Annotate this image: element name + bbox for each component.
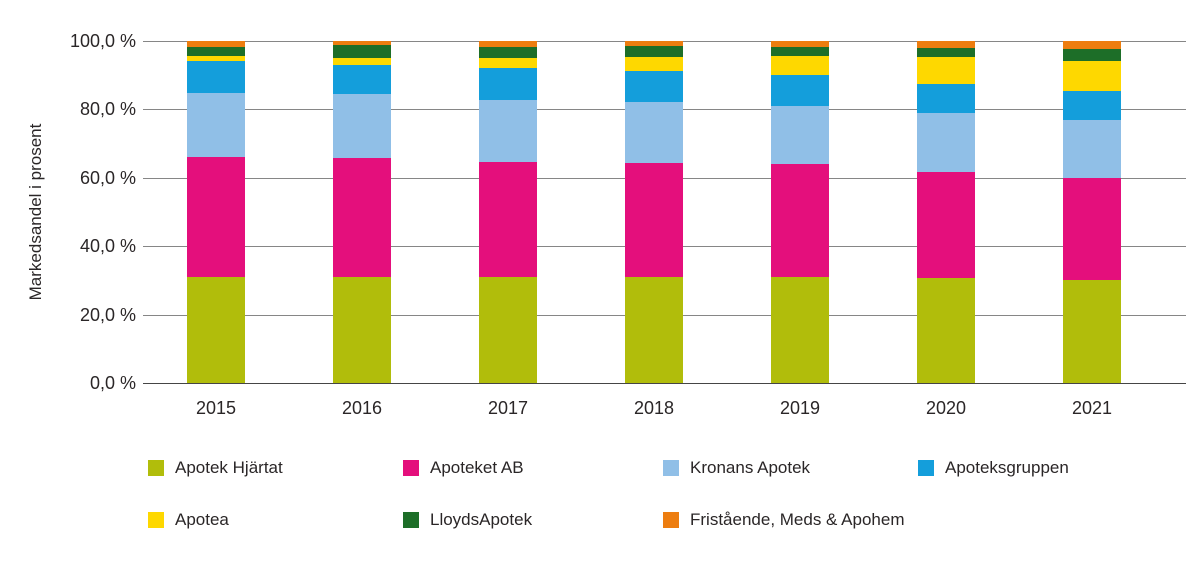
- bar-segment-apotek-hjartat-2018: [625, 277, 683, 383]
- bar-segment-fristaende-meds-apohem-2016: [333, 41, 391, 46]
- bar-segment-apoteket-ab-2021: [1063, 177, 1121, 281]
- legend-item-apotek-hjartat: Apotek Hjärtat: [148, 458, 283, 477]
- bar-2019: [771, 41, 829, 383]
- x-tick-label-2020: 2020: [925, 398, 967, 418]
- legend-label-lloydsapotek: LloydsApotek: [430, 510, 533, 529]
- bar-segment-apoteksgruppen-2020: [917, 84, 975, 114]
- bar-segment-kronans-apotek-2021: [1063, 120, 1121, 178]
- bar-segment-apotek-hjartat-2017: [479, 277, 537, 383]
- legend-swatch-kronans-apotek: [663, 460, 679, 476]
- bar-segment-apotek-hjartat-2019: [771, 277, 829, 383]
- y-tick-label-80: 80,0 %: [79, 99, 136, 120]
- legend-label-apoteksgruppen: Apoteksgruppen: [945, 458, 1069, 477]
- legend-label-apoteket-ab: Apoteket AB: [430, 458, 524, 477]
- legend-item-fristaende-meds-apohem: Fristående, Meds & Apohem: [663, 510, 905, 529]
- legend-item-apoteksgruppen: Apoteksgruppen: [918, 458, 1069, 477]
- y-tick-label-0: 0,0 %: [89, 373, 136, 393]
- bar-segment-lloydsapotek-2015: [187, 46, 245, 57]
- bar-2015: [187, 41, 245, 383]
- y-axis-title: Markedsandel i prosent: [26, 123, 45, 301]
- legend-swatch-lloydsapotek: [403, 512, 419, 528]
- bar-segment-lloydsapotek-2017: [479, 46, 537, 58]
- bar-segment-lloydsapotek-2016: [333, 45, 391, 58]
- legend-swatch-apotea: [148, 512, 164, 528]
- x-tick-label-2015: 2015: [195, 398, 237, 418]
- bar-segment-lloydsapotek-2020: [917, 47, 975, 58]
- legend-item-lloydsapotek: LloydsApotek: [403, 510, 533, 529]
- bar-segment-apoteket-ab-2016: [333, 158, 391, 277]
- bar-segment-apotea-2016: [333, 57, 391, 66]
- bar-segment-apotea-2021: [1063, 60, 1121, 91]
- bar-segment-apotea-2020: [917, 57, 975, 85]
- bar-segment-apotea-2019: [771, 56, 829, 76]
- legend-label-kronans-apotek: Kronans Apotek: [690, 458, 811, 477]
- bar-segment-fristaende-meds-apohem-2015: [187, 41, 245, 47]
- legend-item-apoteket-ab: Apoteket AB: [403, 458, 524, 477]
- bar-2018: [625, 41, 683, 383]
- bar-segment-fristaende-meds-apohem-2019: [771, 41, 829, 47]
- bar-segment-fristaende-meds-apohem-2018: [625, 41, 683, 46]
- bar-segment-apotea-2015: [187, 56, 245, 62]
- bar-2021: [1063, 41, 1121, 383]
- x-tick-label-2021: 2021: [1071, 398, 1113, 418]
- bar-segment-apoteket-ab-2019: [771, 164, 829, 278]
- bar-2020: [917, 41, 975, 383]
- y-tick-label-100: 100,0 %: [69, 31, 136, 51]
- bar-segment-apoteket-ab-2020: [917, 172, 975, 279]
- bar-segment-kronans-apotek-2016: [333, 94, 391, 159]
- bar-segment-lloydsapotek-2021: [1063, 48, 1121, 61]
- x-tick-label-2017: 2017: [487, 398, 529, 418]
- legend-label-fristaende-meds-apohem: Fristående, Meds & Apohem: [690, 510, 905, 529]
- bar-segment-apotek-hjartat-2016: [333, 276, 391, 383]
- bar-segment-apotek-hjartat-2021: [1063, 280, 1121, 383]
- bar-segment-kronans-apotek-2015: [187, 92, 245, 158]
- bar-segment-apoteksgruppen-2017: [479, 68, 537, 100]
- legend-label-apotea: Apotea: [175, 510, 229, 529]
- bar-segment-apotek-hjartat-2015: [187, 276, 245, 383]
- bar-segment-kronans-apotek-2019: [771, 106, 829, 165]
- bar-segment-apotek-hjartat-2020: [917, 278, 975, 383]
- y-tick-label-60: 60,0 %: [79, 167, 136, 188]
- legend-item-apotea: Apotea: [148, 510, 229, 529]
- legend-swatch-apotek-hjartat: [148, 460, 164, 476]
- bar-segment-kronans-apotek-2018: [625, 101, 683, 164]
- bar-segment-lloydsapotek-2018: [625, 45, 683, 58]
- legend-item-kronans-apotek: Kronans Apotek: [663, 458, 811, 477]
- bar-segment-kronans-apotek-2020: [917, 113, 975, 173]
- x-tick-label-2018: 2018: [633, 398, 675, 418]
- bar-segment-apotea-2017: [479, 57, 537, 69]
- legend-swatch-fristaende-meds-apohem: [663, 512, 679, 528]
- bar-segment-apoteket-ab-2017: [479, 162, 537, 278]
- bar-segment-apoteksgruppen-2021: [1063, 90, 1121, 121]
- bar-segment-apoteket-ab-2015: [187, 157, 245, 277]
- bar-segment-apoteksgruppen-2018: [625, 71, 683, 102]
- bar-segment-kronans-apotek-2017: [479, 99, 537, 163]
- legend-swatch-apoteksgruppen: [918, 460, 934, 476]
- bar-2017: [479, 41, 537, 383]
- bar-segment-apoteksgruppen-2015: [187, 61, 245, 93]
- bar-segment-lloydsapotek-2019: [771, 46, 829, 57]
- bar-segment-fristaende-meds-apohem-2017: [479, 41, 537, 47]
- x-tick-label-2016: 2016: [341, 398, 383, 418]
- plot-area: [143, 41, 1186, 384]
- bar-segment-apoteksgruppen-2019: [771, 75, 829, 107]
- y-tick-label-20: 20,0 %: [79, 304, 136, 325]
- bar-2016: [333, 41, 391, 383]
- x-tick-label-2019: 2019: [779, 398, 821, 418]
- bar-segment-apoteksgruppen-2016: [333, 65, 391, 95]
- y-tick-label-40: 40,0 %: [79, 236, 136, 257]
- legend-swatch-apoteket-ab: [403, 460, 419, 476]
- bar-segment-apoteket-ab-2018: [625, 163, 683, 278]
- legend-label-apotek-hjartat: Apotek Hjärtat: [175, 458, 283, 477]
- bar-segment-apotea-2018: [625, 57, 683, 72]
- gridline-0: [143, 383, 1186, 384]
- bar-segment-fristaende-meds-apohem-2021: [1063, 41, 1121, 49]
- bar-segment-fristaende-meds-apohem-2020: [917, 41, 975, 48]
